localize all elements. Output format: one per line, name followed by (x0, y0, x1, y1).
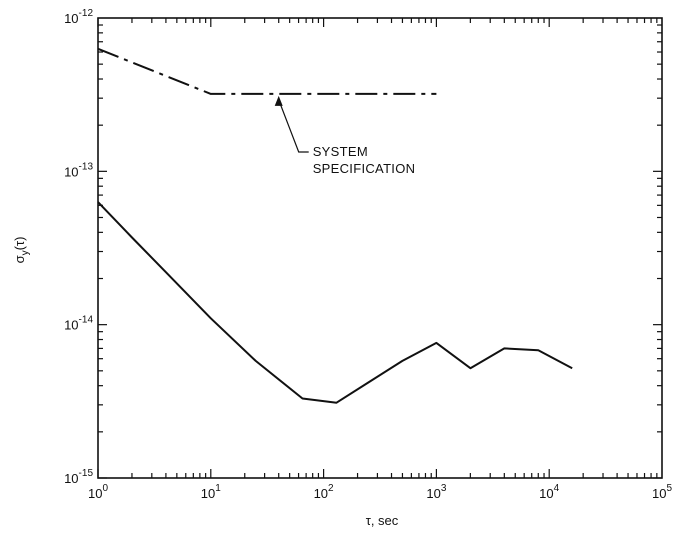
plot-frame (97, 17, 663, 479)
y-axis-label-subscript: y (20, 250, 31, 255)
y-tick-label: 10-14 (64, 315, 93, 333)
series-line-system-specification (97, 47, 437, 95)
x-axis-label: τ, sec (366, 513, 399, 528)
annotation-label: SYSTEM SPECIFICATION (313, 144, 416, 176)
series-group (97, 47, 573, 404)
y-tick-label: 10-13 (64, 161, 93, 179)
series-line-measured (97, 201, 573, 404)
axis-ticks (97, 18, 662, 479)
tick-labels: 100 101 102 103 104 105 10-15 10-14 10-13 10-12 (64, 8, 672, 501)
annotation-arrowhead (274, 95, 283, 106)
annotation-leader (278, 99, 309, 153)
y-tick-label: 10-12 (64, 8, 93, 26)
x-tick-label: 101 (201, 483, 221, 501)
x-tick-label: 100 (88, 483, 108, 501)
y-axis-label-arg: (τ) (12, 237, 27, 251)
x-tick-label: 105 (652, 483, 672, 501)
x-tick-label: 102 (314, 483, 334, 501)
x-tick-label: 104 (539, 483, 559, 501)
annotations: SYSTEM SPECIFICATION (274, 95, 416, 176)
y-tick-label: 10-15 (64, 468, 93, 486)
y-axis-label: σy(τ) (12, 237, 31, 264)
x-tick-label: 103 (426, 483, 446, 501)
y-axis-label-sigma: σ (12, 255, 27, 263)
